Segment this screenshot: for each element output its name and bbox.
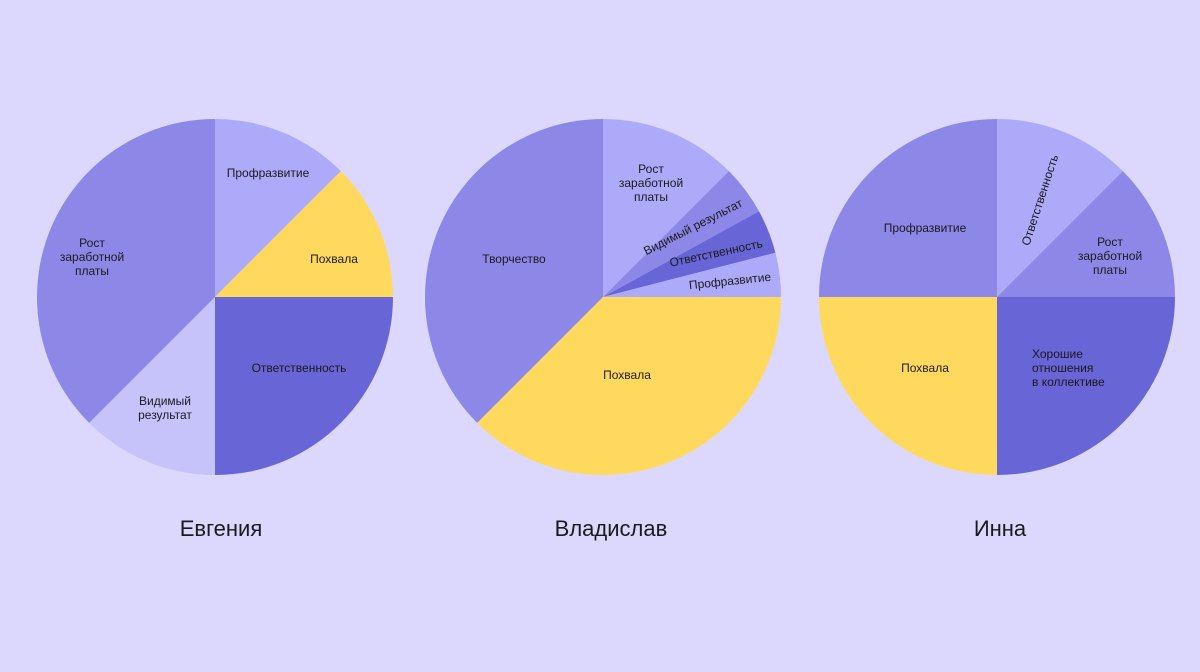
- pie-slice: [997, 171, 1175, 297]
- pie-slice: [819, 297, 997, 475]
- slice-label: Профразвитие: [227, 166, 310, 180]
- slice-label: Рост заработной платы: [1078, 235, 1142, 277]
- pie-slice: [997, 297, 1175, 475]
- pie-slice: [215, 171, 393, 297]
- chart-title: Инна: [974, 516, 1027, 541]
- pie-slice: [37, 118, 215, 423]
- pie-slice: [89, 297, 215, 475]
- slice-label: Творчество: [482, 252, 546, 266]
- slice-label: Профразвитие: [884, 221, 967, 235]
- pie-slice: [477, 297, 781, 476]
- pie-slice: [215, 119, 341, 297]
- pie-slice: [603, 211, 776, 297]
- slice-label: Похвала: [603, 368, 651, 382]
- slice-label: Похвала: [310, 252, 358, 266]
- chart-title: Евгения: [180, 516, 263, 541]
- pie-slice: [603, 252, 781, 297]
- slice-label: Рост заработной платы: [60, 236, 124, 278]
- pie-slice: [819, 119, 997, 297]
- pie-slice: [215, 297, 393, 475]
- pie-slice: [425, 119, 603, 423]
- pie-slice: [603, 171, 759, 297]
- pie-slice: [997, 119, 1123, 297]
- pie-slice: [603, 119, 729, 297]
- slice-label: Хорошие отношения в коллективе: [1032, 347, 1105, 389]
- chart-title: Владислав: [555, 516, 668, 541]
- slice-label: Видимый результат: [138, 394, 192, 422]
- slice-label: Рост заработной платы: [619, 162, 683, 204]
- slice-label: Похвала: [901, 361, 949, 375]
- slice-label: Ответственность: [252, 361, 347, 375]
